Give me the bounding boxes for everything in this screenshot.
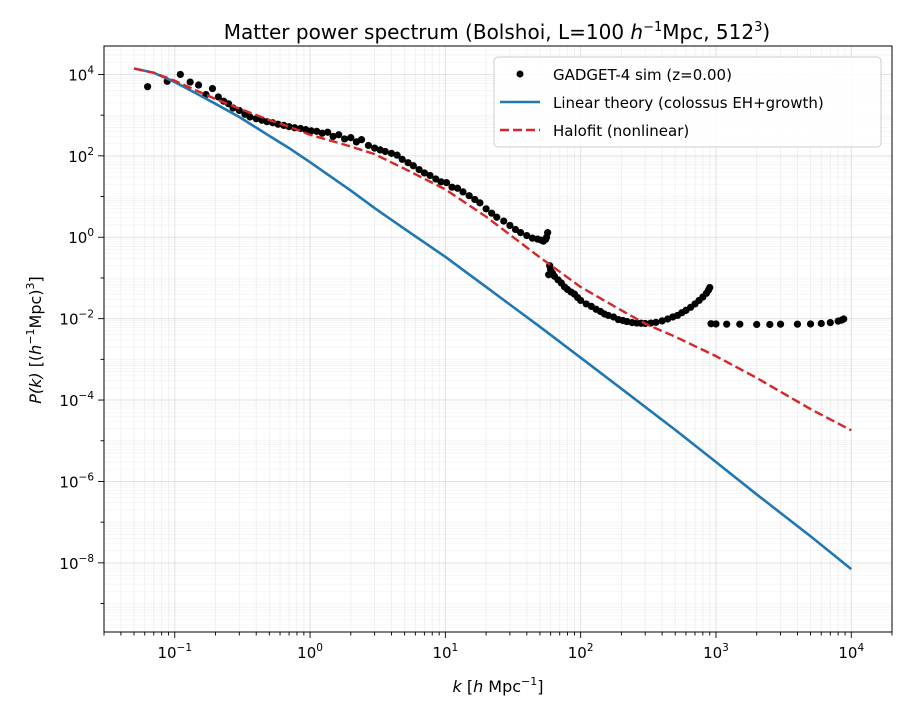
point-gadget-4-sim-z-0-00: [387, 149, 396, 157]
point-gadget-4-sim-z-0-00: [658, 317, 666, 325]
point-gadget-4-sim-z-0-00: [393, 151, 401, 159]
point-gadget-4-sim-z-0-00: [432, 175, 440, 183]
point-gadget-4-sim-z-0-00: [404, 159, 412, 167]
point-gadget-4-sim-z-0-00: [459, 188, 467, 196]
point-gadget-4-sim-z-0-00: [723, 320, 731, 328]
point-gadget-4-sim-z-0-00: [776, 320, 785, 328]
y-tick-label: 10−8: [59, 553, 94, 573]
x-tick-label: 102: [568, 642, 594, 662]
point-gadget-4-sim-z-0-00: [437, 178, 445, 186]
point-gadget-4-sim-z-0-00: [471, 195, 479, 204]
legend-label-gadget: GADGET-4 sim (z=0.00): [553, 66, 732, 84]
point-gadget-4-sim-z-0-00: [324, 128, 332, 136]
legend-box: [493, 56, 882, 148]
y-tick-label: 100: [68, 227, 94, 247]
plot-frame: [103, 45, 893, 633]
point-gadget-4-sim-z-0-00: [442, 179, 451, 187]
point-gadget-4-sim-z-0-00: [398, 155, 406, 163]
point-gadget-4-sim-z-0-00: [335, 131, 343, 139]
series-line-linear-theory-colossus-eh-growth: [133, 67, 853, 571]
point-gadget-4-sim-z-0-00: [493, 213, 501, 221]
point-gadget-4-sim-z-0-00: [364, 141, 373, 150]
point-gadget-4-sim-z-0-00: [302, 126, 310, 134]
chart-title: Matter power spectrum (Bolshoi, L=100 h−…: [224, 20, 770, 44]
axis-ticks: 10−1 100 101 102 103 104 10−8 10−6 10−4 10−2 100 10…: [59, 64, 893, 662]
point-gadget-4-sim-z-0-00: [523, 231, 531, 240]
point-gadget-4-sim-z-0-00: [506, 221, 514, 230]
point-gadget-4-sim-z-0-00: [246, 113, 254, 121]
point-gadget-4-sim-z-0-00: [476, 199, 484, 207]
series-line-halofit-nonlinear: [133, 67, 852, 432]
point-gadget-4-sim-z-0-00: [840, 315, 848, 323]
x-tick-label: 103: [703, 642, 729, 662]
point-gadget-4-sim-z-0-00: [186, 78, 194, 86]
point-gadget-4-sim-z-0-00: [313, 127, 321, 135]
point-gadget-4-sim-z-0-00: [329, 132, 337, 141]
legend-marker-gadget: [516, 70, 524, 78]
point-gadget-4-sim-z-0-00: [176, 70, 184, 79]
point-gadget-4-sim-z-0-00: [736, 320, 744, 328]
point-gadget-4-sim-z-0-00: [793, 320, 802, 328]
point-gadget-4-sim-z-0-00: [482, 205, 490, 213]
x-tick-label: 100: [297, 642, 323, 662]
point-gadget-4-sim-z-0-00: [500, 217, 508, 225]
legend-label-linear: Linear theory (colossus EH+growth): [553, 94, 824, 112]
point-gadget-4-sim-z-0-00: [415, 165, 423, 174]
y-tick-label: 10−6: [59, 471, 94, 491]
point-gadget-4-sim-z-0-00: [544, 229, 552, 237]
point-gadget-4-sim-z-0-00: [817, 319, 825, 328]
point-gadget-4-sim-z-0-00: [826, 318, 834, 327]
point-gadget-4-sim-z-0-00: [577, 296, 585, 305]
y-tick-label: 10−2: [59, 309, 94, 329]
legend: GADGET-4 sim (z=0.00) Linear theory (col…: [493, 56, 882, 148]
point-gadget-4-sim-z-0-00: [806, 320, 815, 328]
point-gadget-4-sim-z-0-00: [224, 100, 233, 108]
y-tick-label: 10−4: [59, 390, 94, 410]
point-gadget-4-sim-z-0-00: [194, 81, 203, 89]
point-gadget-4-sim-z-0-00: [420, 169, 428, 177]
legend-label-halofit: Halofit (nonlinear): [553, 122, 689, 140]
point-gadget-4-sim-z-0-00: [307, 127, 315, 135]
y-tick-label: 102: [68, 146, 94, 166]
point-gadget-4-sim-z-0-00: [381, 147, 389, 156]
point-gadget-4-sim-z-0-00: [712, 320, 720, 328]
y-tick-label: 104: [68, 64, 94, 84]
x-tick-label: 104: [838, 642, 864, 662]
point-gadget-4-sim-z-0-00: [766, 320, 774, 329]
point-gadget-4-sim-z-0-00: [652, 318, 660, 326]
point-gadget-4-sim-z-0-00: [340, 135, 349, 143]
point-gadget-4-sim-z-0-00: [426, 171, 434, 180]
point-gadget-4-sim-z-0-00: [465, 192, 473, 200]
point-gadget-4-sim-z-0-00: [409, 162, 417, 170]
point-gadget-4-sim-z-0-00: [488, 209, 496, 217]
x-tick-label: 10−1: [157, 642, 192, 662]
point-gadget-4-sim-z-0-00: [208, 84, 217, 93]
point-gadget-4-sim-z-0-00: [517, 229, 525, 237]
point-gadget-4-sim-z-0-00: [274, 120, 282, 128]
point-gadget-4-sim-z-0-00: [706, 283, 714, 292]
point-gadget-4-sim-z-0-00: [357, 136, 366, 144]
point-gadget-4-sim-z-0-00: [448, 183, 456, 191]
point-gadget-4-sim-z-0-00: [453, 184, 462, 192]
point-gadget-4-sim-z-0-00: [347, 134, 355, 142]
point-gadget-4-sim-z-0-00: [371, 144, 379, 152]
point-gadget-4-sim-z-0-00: [753, 320, 761, 329]
point-gadget-4-sim-z-0-00: [318, 129, 326, 137]
x-tick-label: 101: [432, 642, 458, 662]
point-gadget-4-sim-z-0-00: [214, 93, 222, 101]
point-gadget-4-sim-z-0-00: [144, 83, 152, 91]
plot-series: [133, 67, 853, 571]
y-axis-label: P(k) [(h−1Mpc)3]: [24, 276, 45, 404]
x-axis-label: k [h Mpc−1]: [452, 675, 543, 696]
